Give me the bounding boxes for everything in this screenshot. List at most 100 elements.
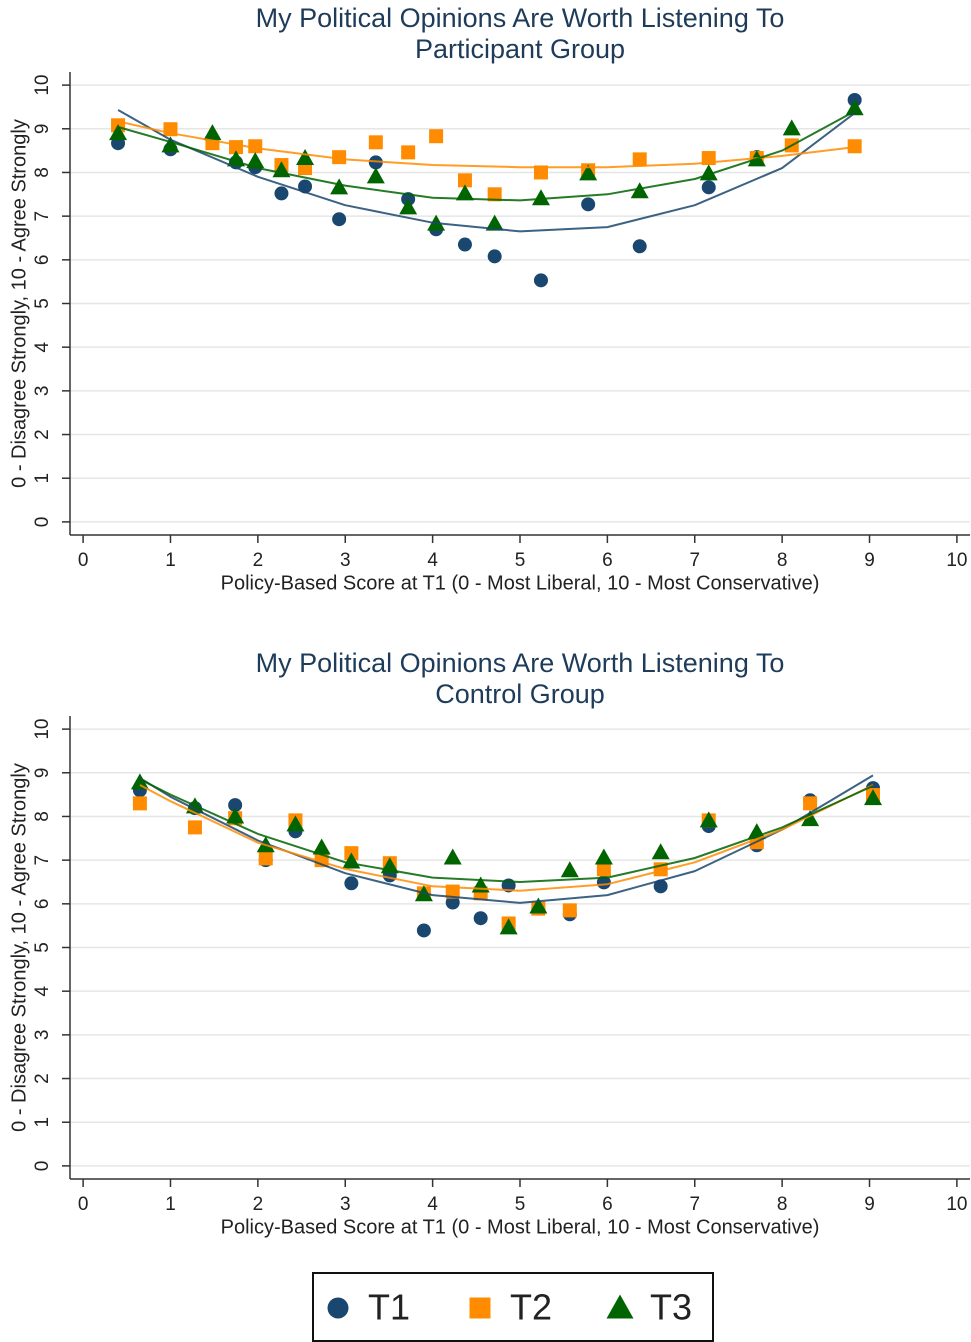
- legend-label: T2: [510, 1287, 552, 1328]
- y-tick-label: 1: [32, 473, 53, 484]
- marker-square: [332, 150, 347, 165]
- marker-circle: [445, 895, 460, 910]
- marker-circle: [457, 237, 472, 252]
- marker-circle: [274, 186, 289, 201]
- marker-triangle: [499, 918, 518, 935]
- x-tick-label: 2: [253, 550, 264, 571]
- marker-square: [803, 796, 818, 811]
- marker-triangle: [845, 99, 864, 116]
- legend-box: [312, 1272, 714, 1342]
- marker-triangle: [296, 149, 315, 166]
- y-tick-label: 7: [32, 211, 53, 222]
- marker-square: [457, 173, 472, 188]
- marker-triangle: [226, 807, 245, 824]
- marker-circle: [653, 879, 668, 894]
- marker-triangle: [699, 811, 718, 828]
- marker-triangle: [366, 167, 385, 184]
- marker-triangle: [801, 810, 820, 827]
- y-tick-label: 2: [32, 1073, 53, 1084]
- marker-square: [401, 145, 416, 160]
- marker-triangle: [560, 861, 579, 878]
- marker-circle: [416, 923, 431, 938]
- marker-square: [429, 129, 444, 144]
- x-tick-label: 4: [427, 1194, 438, 1215]
- y-tick-label: 9: [32, 767, 53, 778]
- y-tick-label: 6: [32, 899, 53, 910]
- marker-triangle: [399, 198, 418, 215]
- marker-circle: [581, 197, 596, 212]
- marker-circle: [473, 911, 488, 926]
- x-tick-label: 0: [78, 1194, 89, 1215]
- marker-circle: [368, 155, 383, 170]
- marker-triangle: [246, 152, 265, 169]
- marker-square: [132, 796, 147, 811]
- x-axis-label: Policy-Based Score at T1 (0 - Most Liber…: [221, 1216, 820, 1238]
- fit-line: [117, 109, 856, 233]
- marker-square: [187, 820, 202, 835]
- marker-square: [562, 903, 577, 918]
- x-tick-label: 6: [602, 1194, 613, 1215]
- y-tick-label: 8: [32, 167, 53, 178]
- marker-square: [632, 152, 647, 167]
- y-tick-label: 4: [32, 985, 53, 996]
- x-axis-label: Policy-Based Score at T1 (0 - Most Liber…: [221, 572, 820, 594]
- y-tick-label: 2: [32, 429, 53, 440]
- legend-marker: [327, 1297, 349, 1319]
- fit-line: [117, 110, 856, 202]
- marker-circle: [632, 239, 647, 254]
- x-tick-label: 7: [689, 1194, 700, 1215]
- x-tick-label: 6: [602, 550, 613, 571]
- y-tick-label: 1: [32, 1117, 53, 1128]
- marker-triangle: [455, 184, 474, 201]
- marker-circle: [533, 273, 548, 288]
- marker-triangle: [529, 897, 548, 914]
- x-tick-label: 1: [165, 1194, 176, 1215]
- marker-square: [368, 135, 383, 150]
- x-tick-label: 3: [340, 550, 351, 571]
- marker-triangle: [286, 815, 305, 832]
- marker-circle: [332, 212, 347, 227]
- chart-title: My Political Opinions Are Worth Listenin…: [256, 648, 785, 678]
- y-tick-label: 5: [32, 942, 53, 953]
- legend-label: T3: [650, 1287, 692, 1328]
- x-tick-label: 1: [165, 550, 176, 571]
- x-tick-label: 4: [427, 550, 438, 571]
- x-tick-label: 2: [253, 1194, 264, 1215]
- y-tick-label: 0: [32, 517, 53, 528]
- fit-line: [139, 778, 874, 883]
- y-tick-label: 5: [32, 298, 53, 309]
- legend-label: T1: [368, 1287, 410, 1328]
- marker-square: [248, 139, 263, 154]
- y-tick-label: 3: [32, 386, 53, 397]
- legend-marker: [606, 1294, 634, 1319]
- fit-line: [139, 784, 874, 892]
- marker-triangle: [443, 848, 462, 865]
- marker-triangle: [312, 838, 331, 855]
- fit-line: [139, 774, 874, 904]
- marker-square: [596, 862, 611, 877]
- y-tick-label: 9: [32, 123, 53, 134]
- marker-square: [258, 851, 273, 866]
- legend-marker: [469, 1297, 491, 1319]
- marker-circle: [487, 249, 502, 264]
- marker-triangle: [630, 182, 649, 199]
- marker-circle: [344, 876, 359, 891]
- y-axis-label: 0 - Disagree Strongly, 10 - Agree Strong…: [8, 119, 30, 488]
- y-axis-label: 0 - Disagree Strongly, 10 - Agree Strong…: [8, 763, 30, 1132]
- x-tick-label: 9: [864, 550, 875, 571]
- marker-circle: [701, 180, 716, 195]
- x-tick-label: 8: [777, 550, 788, 571]
- marker-triangle: [782, 119, 801, 136]
- x-tick-label: 9: [864, 1194, 875, 1215]
- y-tick-label: 10: [32, 719, 53, 740]
- chart-subtitle: Control Group: [435, 679, 605, 709]
- marker-square: [487, 187, 502, 202]
- x-tick-label: 7: [689, 550, 700, 571]
- x-tick-label: 5: [515, 1194, 526, 1215]
- chart-subtitle: Participant Group: [415, 34, 625, 64]
- marker-square: [847, 139, 862, 154]
- x-tick-label: 10: [946, 550, 967, 571]
- marker-triangle: [651, 843, 670, 860]
- marker-triangle: [130, 773, 149, 790]
